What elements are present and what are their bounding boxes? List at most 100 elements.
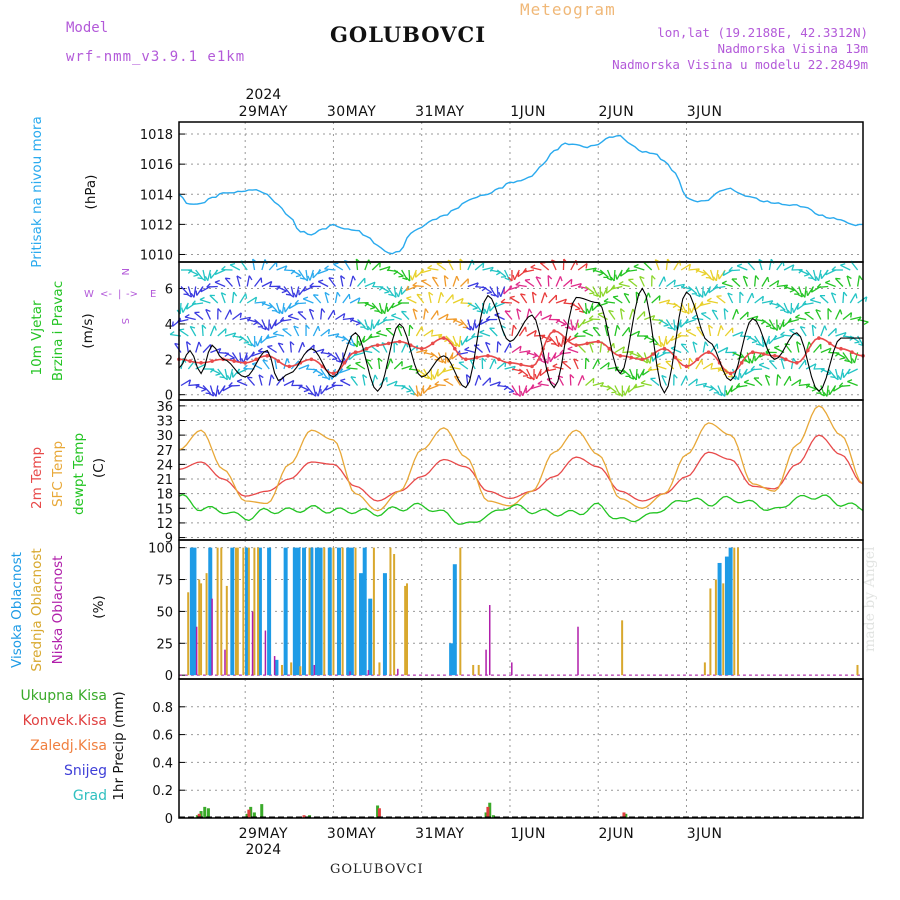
wind-barb-head [229, 309, 233, 315]
wind-barb [320, 328, 330, 337]
wind-barb [731, 278, 741, 287]
wind-barb [714, 285, 726, 289]
wind-barb-head [269, 281, 273, 287]
wind-barb [401, 342, 407, 353]
wind-barb-head [522, 267, 527, 273]
wind-barb-head [725, 390, 728, 396]
wind-barb-head [618, 392, 623, 397]
wind-barb-head [783, 310, 789, 314]
wind-barb [846, 275, 851, 287]
wind-barb [354, 351, 366, 356]
wind-barb-head [670, 326, 676, 331]
wind-barb-head [751, 340, 757, 344]
wind-barb [665, 258, 669, 271]
cloud-high-bar [189, 547, 194, 676]
precip-conv-bar [622, 812, 626, 818]
bottom-year-label: 2024 [246, 842, 282, 858]
wind-speed-marker [629, 355, 634, 360]
wind-barb [265, 335, 277, 340]
wind-barb [220, 292, 226, 304]
wind-barb [628, 384, 638, 393]
wind-barb-head [348, 294, 351, 300]
wind-barb-head [606, 277, 612, 281]
wind-barb-head [825, 280, 831, 284]
top-date-label: 1JUN [510, 104, 546, 120]
wind-barb-head [687, 288, 693, 293]
wind-barb [423, 329, 434, 337]
wind-barb [701, 286, 704, 298]
wind-barb [247, 318, 258, 323]
cloud-low-bar [577, 626, 579, 676]
wind-barb-head [627, 387, 630, 393]
wind-barb-head [221, 292, 227, 296]
wind-barb-head [709, 277, 715, 282]
wind-barb [519, 350, 531, 354]
wind-barb-head [265, 334, 270, 340]
temp-ytick-label: 9 [165, 532, 173, 547]
wind-speed-marker [243, 361, 247, 365]
wind-barb-head [725, 347, 729, 353]
wind-barb-head [717, 392, 723, 397]
wind-barb-head [381, 309, 386, 315]
wind-barb [371, 261, 381, 271]
wind-speed-marker [331, 371, 336, 376]
wind-barb-head [611, 284, 615, 290]
wind-barb-head [797, 293, 803, 298]
wind-speed-gust-line [178, 287, 863, 395]
wind-barb [541, 335, 552, 341]
wind-barb [584, 302, 588, 315]
wind-barb-head [656, 352, 660, 359]
wind-speed-marker [419, 346, 424, 351]
wind-barb [308, 308, 314, 320]
wind-barb [599, 269, 609, 278]
wind-barb [297, 311, 307, 320]
wind-barb-head [646, 358, 651, 364]
wind-speed-marker [464, 357, 468, 362]
wind-barb [511, 345, 522, 354]
wind-barb [746, 335, 758, 343]
wind-barb-head [802, 300, 807, 306]
wind-barb [420, 269, 432, 274]
cloud-ytick-label: 50 [156, 605, 173, 620]
wind-barb-head [206, 283, 211, 288]
temp-dewpt-line [178, 493, 864, 525]
temp-sfc-label: SFC Temp [50, 441, 66, 507]
wind-unit-label: (m/s) [80, 313, 96, 348]
wind-barb-head [420, 374, 426, 377]
wind-barb [736, 384, 748, 388]
wind-barb [504, 365, 516, 370]
compass-arrow-right: -> [126, 289, 138, 300]
wind-barb [555, 298, 567, 304]
wind-barb-head [597, 359, 600, 365]
wind-barb [377, 357, 381, 370]
wind-barb-head [352, 275, 356, 281]
wind-barb-head [795, 314, 800, 318]
wind-barb [357, 277, 366, 287]
location-coordinates: lon,lat (19.2188E, 42.3312N) [657, 25, 868, 40]
wind-barb-head [318, 279, 324, 283]
wind-barb-head [255, 341, 259, 347]
cloud-low-bar [211, 598, 213, 676]
wind-barb [658, 335, 662, 347]
wind-barb-head [773, 326, 778, 331]
wind-barb [202, 269, 206, 281]
pressure-series-line [178, 134, 863, 255]
wind-barb-head [469, 325, 474, 331]
wind-barb [415, 368, 426, 376]
wind-barb-head [283, 307, 286, 313]
wind-barb [628, 279, 638, 288]
wind-barb-head [605, 288, 608, 294]
wind-speed-marker [497, 357, 501, 362]
wind-barb [504, 342, 511, 353]
wind-barb-head [376, 320, 380, 326]
wind-barb-head [677, 358, 683, 362]
wind-barb-head [569, 374, 575, 379]
wind-barb [626, 269, 638, 273]
wind-barb-head [465, 336, 468, 343]
wind-barb-head [585, 357, 590, 363]
precip-ytick-label: 0.6 [152, 729, 173, 744]
wind-barb-head [722, 270, 726, 276]
wind-barb-head [409, 324, 414, 330]
wind-barb [474, 302, 483, 313]
wind-barb-head [708, 287, 711, 293]
